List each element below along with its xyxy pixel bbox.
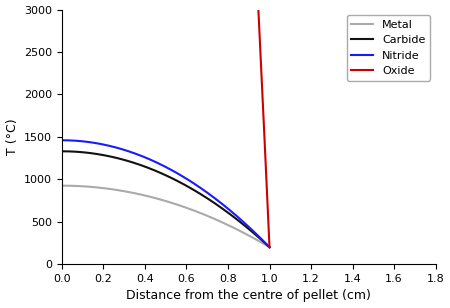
Legend: Metal, Carbide, Nitride, Oxide: Metal, Carbide, Nitride, Oxide xyxy=(346,15,430,81)
Nitride xyxy=(143,156,148,160)
Nitride xyxy=(151,159,156,163)
Line: Carbide: Carbide xyxy=(62,151,270,247)
Nitride xyxy=(221,203,226,207)
Nitride xyxy=(81,140,86,143)
Metal xyxy=(151,196,156,200)
Carbide xyxy=(202,195,207,198)
Metal xyxy=(202,213,207,217)
Carbide xyxy=(151,168,156,172)
Carbide xyxy=(143,165,148,169)
Line: Metal: Metal xyxy=(62,186,270,247)
Carbide xyxy=(267,245,272,249)
Metal xyxy=(81,184,86,188)
Nitride xyxy=(225,206,230,210)
Metal xyxy=(267,245,272,249)
Nitride xyxy=(202,189,207,192)
Nitride xyxy=(59,138,65,142)
Nitride xyxy=(267,245,272,249)
Line: Oxide: Oxide xyxy=(62,0,270,247)
X-axis label: Distance from the centre of pellet (cm): Distance from the centre of pellet (cm) xyxy=(126,290,371,302)
Metal xyxy=(225,223,230,227)
Y-axis label: T (°C): T (°C) xyxy=(5,119,18,155)
Carbide xyxy=(81,150,86,154)
Metal xyxy=(143,194,148,197)
Carbide xyxy=(225,210,230,214)
Oxide xyxy=(267,245,272,249)
Line: Nitride: Nitride xyxy=(62,140,270,247)
Metal xyxy=(221,221,226,225)
Carbide xyxy=(221,208,226,212)
Metal xyxy=(59,184,65,188)
Carbide xyxy=(59,149,65,153)
